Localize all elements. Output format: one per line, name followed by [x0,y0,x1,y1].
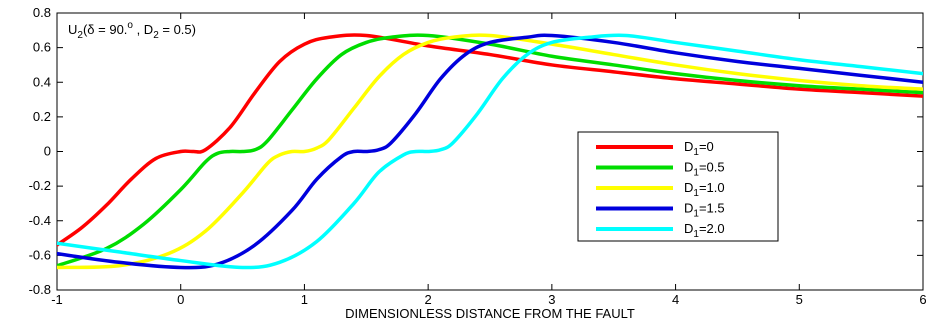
annotation-sub: 2 [77,30,83,41]
annotation-end: = 0.5) [159,22,196,37]
y-tick-label: 0 [44,144,51,159]
series-line-2 [57,33,923,268]
legend-label-5: D1=2.0 [684,221,725,240]
x-tick-label: 5 [796,292,803,307]
series-line-1 [57,33,923,247]
annotation-main: U [68,22,77,37]
legend-label-1: D1=0 [684,139,714,158]
y-tick-label: -0.8 [29,282,51,297]
series-line-3 [57,33,923,270]
x-tick-label: 2 [425,292,432,307]
x-tick-label: 1 [301,292,308,307]
annotation-rest: (δ = 90. [83,22,127,37]
series-layer [57,33,923,270]
legend-label-2: D1=0.5 [684,160,725,179]
series-line-4 [57,33,923,270]
x-tick-label: 6 [919,292,926,307]
annotation-tail: , D [133,22,153,37]
annotation-sub2: 2 [153,30,159,41]
y-tick-label: -0.6 [29,247,51,262]
y-tick-label: -0.4 [29,213,51,228]
legend-label-3: D1=1.0 [684,180,725,199]
y-tick-label: 0.4 [33,74,51,89]
x-axis-label: DIMENSIONLESS DISTANCE FROM THE FAULT [345,306,635,321]
chart-annotation: U2(δ = 90.o , D2 = 0.5) [68,20,196,41]
x-tick-label: 3 [548,292,555,307]
y-tick-label: 0.6 [33,40,51,55]
y-tick-label: 0.2 [33,109,51,124]
x-tick-label: 4 [672,292,679,307]
y-tick-label: -0.2 [29,178,51,193]
y-tick-label: 0.8 [33,5,51,20]
legend: D1=0 D1=0.5D1=1.0 D1=1.5D1=2.0 [577,131,779,242]
svg-text:U2(δ = 90.o , D2 = 0.5): U2(δ = 90.o , D2 = 0.5) [68,20,196,41]
series-line-5 [57,33,923,270]
legend-label-4: D1=1.5 [684,201,725,220]
annotation-sup: o [127,20,133,31]
x-tick-label: 0 [177,292,184,307]
x-tick-label: -1 [51,292,63,307]
axis-ticks: -1 0 1 2 3 4 5 6 -0.8 -0.6 -0.4 -0.2 0 0.2 0.4 0.6 0.8 [29,5,926,307]
